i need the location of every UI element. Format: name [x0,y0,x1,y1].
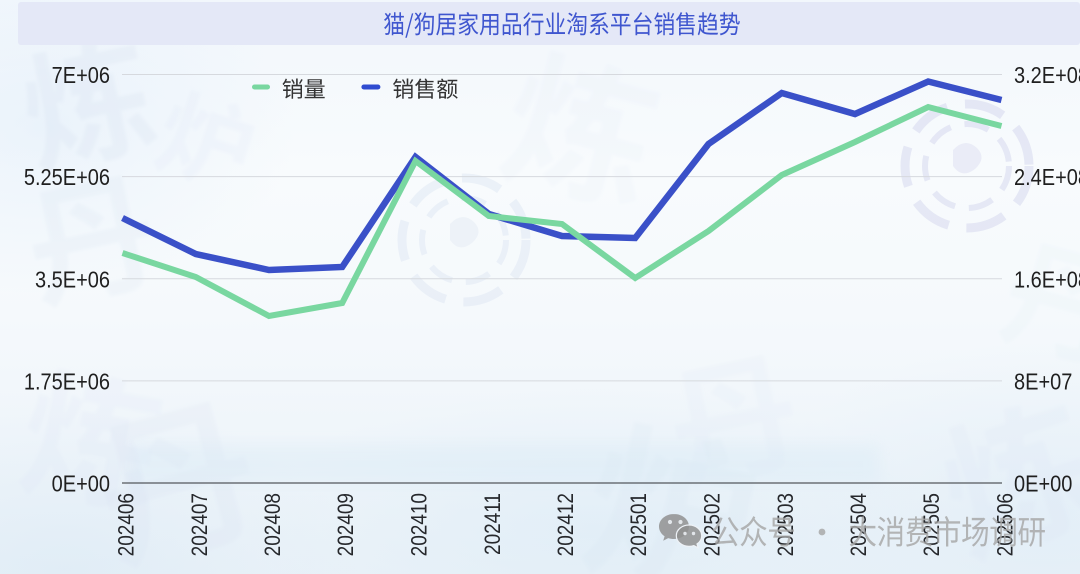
svg-text:3.5E+06: 3.5E+06 [35,266,110,293]
svg-text:202505: 202505 [920,493,945,556]
svg-text:0E+00: 0E+00 [52,470,110,497]
svg-text:202411: 202411 [480,493,505,555]
svg-text:202407: 202407 [187,493,212,556]
svg-text:7E+06: 7E+06 [52,62,110,89]
svg-text:1.6E+08: 1.6E+08 [1014,266,1080,293]
svg-text:202504: 202504 [847,493,872,556]
svg-text:3.2E+08: 3.2E+08 [1014,62,1080,89]
svg-text:8E+07: 8E+07 [1014,368,1072,395]
svg-text:202501: 202501 [627,493,652,556]
svg-text:2.4E+08: 2.4E+08 [1014,164,1080,191]
svg-text:0E+00: 0E+00 [1014,470,1072,497]
svg-text:202408: 202408 [261,493,286,556]
svg-text:202406: 202406 [114,493,139,556]
svg-text:202409: 202409 [334,493,359,556]
svg-text:202410: 202410 [407,493,432,556]
svg-text:202502: 202502 [700,493,725,556]
svg-text:202412: 202412 [554,493,579,556]
svg-text:5.25E+06: 5.25E+06 [24,164,110,191]
svg-text:1.75E+06: 1.75E+06 [24,368,110,395]
